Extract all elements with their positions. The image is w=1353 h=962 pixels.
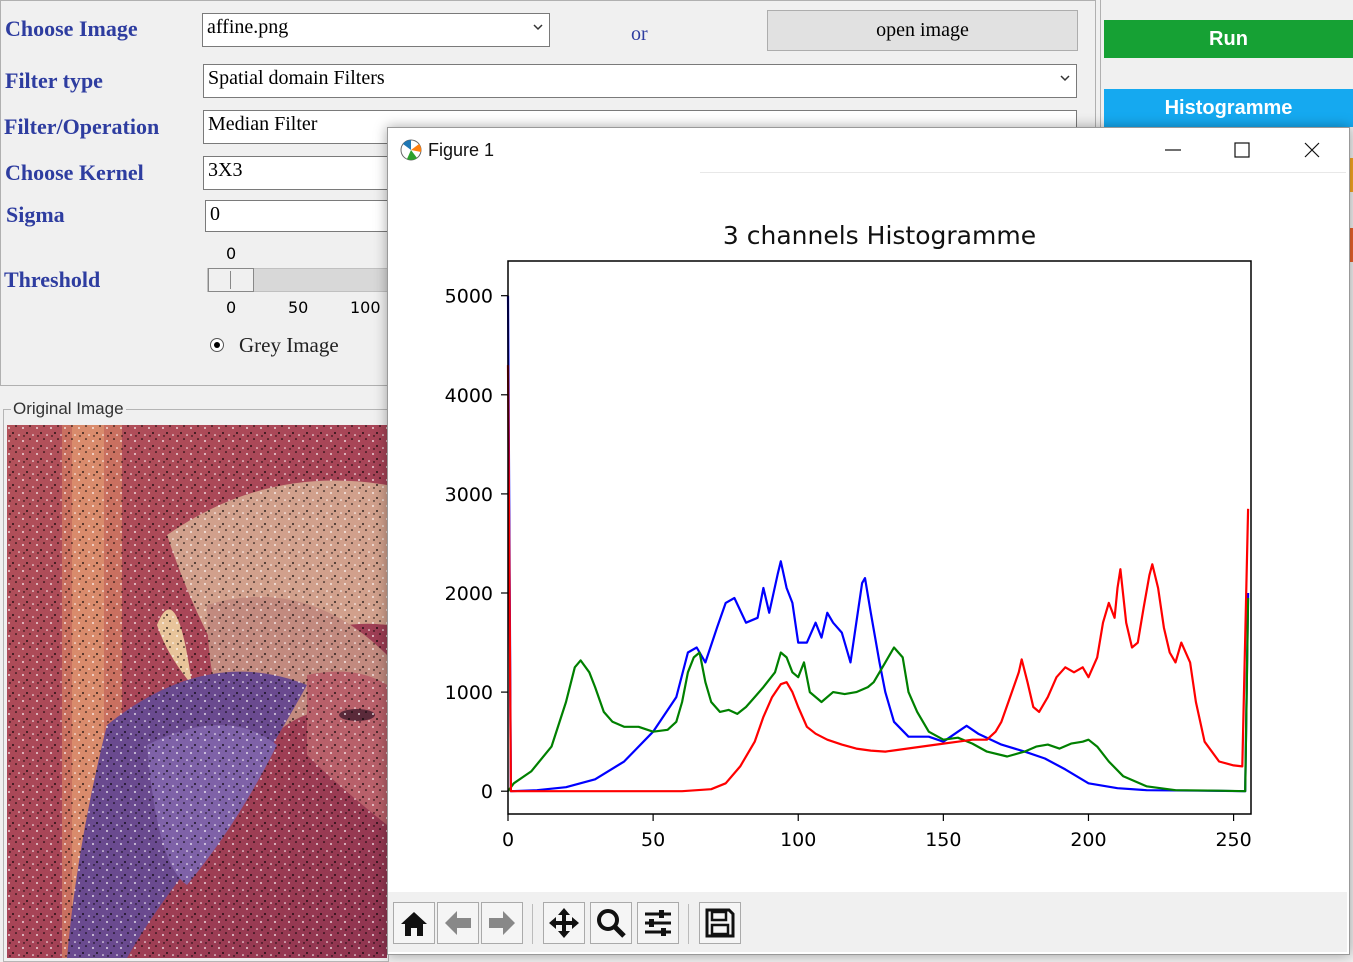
choose-image-value: affine.png (207, 16, 289, 38)
filter-type-value: Spatial domain Filters (208, 67, 385, 89)
original-image (7, 425, 387, 958)
original-image-group-label: Original Image (11, 399, 126, 419)
filter-operation-label: Filter/Operation (4, 114, 160, 139)
threshold-slider-handle[interactable] (208, 268, 254, 292)
series-line-0 (506, 295, 1250, 793)
grey-image-radio[interactable] (210, 338, 224, 352)
title-separator (700, 172, 1346, 173)
home-button[interactable] (393, 902, 435, 944)
pan-button[interactable] (543, 902, 585, 944)
filter-type-label: Filter type (5, 68, 103, 93)
histogram-chart[interactable]: 0 50 100 150 200 250 0 1000 2000 3000 4000 5000 (420, 250, 1330, 870)
x-tick-label-1: 50 (641, 829, 665, 851)
threshold-tick-100: 100 (350, 298, 381, 317)
maximize-icon[interactable] (1230, 138, 1254, 162)
home-icon (401, 912, 427, 936)
series-line-2 (506, 365, 1250, 793)
figure-window-title: Figure 1 (428, 140, 495, 160)
zoom-icon (597, 909, 626, 938)
close-icon[interactable] (1300, 138, 1324, 162)
threshold-label: Threshold (4, 267, 101, 292)
forward-button[interactable] (481, 902, 523, 944)
filter-operation-value: Median Filter (208, 113, 318, 135)
chevron-down-icon[interactable] (1060, 73, 1070, 83)
toolbar-separator (532, 904, 533, 944)
series-line-1 (507, 597, 1250, 793)
save-icon (705, 908, 735, 938)
back-button[interactable] (437, 902, 479, 944)
toolbar-separator (688, 904, 689, 944)
matplotlib-icon (400, 139, 422, 161)
choose-image-combobox[interactable]: affine.png (202, 13, 550, 47)
figure-window (387, 127, 1350, 955)
plot-frame (507, 260, 1252, 815)
y-tick-label-2: 2000 (445, 583, 493, 605)
choose-kernel-label: Choose Kernel (5, 160, 144, 185)
y-tick-label-4: 4000 (445, 385, 493, 407)
or-label: or (631, 23, 648, 45)
forward-arrow-icon (489, 911, 515, 935)
choose-image-label: Choose Image (5, 16, 138, 41)
x-tick-label-4: 200 (1070, 829, 1106, 851)
open-image-button[interactable]: open image (767, 10, 1078, 51)
y-tick-label-3: 3000 (445, 484, 493, 506)
kernel-value: 3X3 (208, 159, 243, 181)
pan-icon (549, 908, 579, 938)
threshold-current-value: 0 (226, 244, 237, 263)
threshold-tick-0: 0 (226, 298, 237, 317)
filter-type-combobox[interactable]: Spatial domain Filters (203, 64, 1077, 98)
zoom-button[interactable] (590, 902, 632, 944)
y-tick-label-5: 5000 (445, 286, 493, 308)
sigma-value: 0 (210, 203, 220, 225)
x-tick-label-5: 250 (1215, 829, 1251, 851)
chevron-down-icon[interactable] (533, 22, 543, 32)
y-tick-label-0: 0 (481, 781, 493, 803)
x-tick-label-2: 100 (780, 829, 816, 851)
x-tick-label-3: 150 (925, 829, 961, 851)
configure-icon (645, 910, 671, 936)
save-button[interactable] (699, 902, 741, 944)
sigma-label: Sigma (6, 202, 65, 227)
minimize-icon[interactable] (1160, 140, 1186, 160)
threshold-tick-50: 50 (288, 298, 309, 317)
y-tick-label-1: 1000 (445, 682, 493, 704)
back-arrow-icon (445, 911, 471, 935)
run-button[interactable]: Run (1104, 20, 1353, 58)
x-tick-label-0: 0 (502, 829, 514, 851)
grey-image-label: Grey Image (239, 333, 339, 357)
configure-button[interactable] (637, 902, 679, 944)
chart-title: 3 channels Histogramme (722, 221, 1037, 250)
histogram-button[interactable]: Histogramme (1104, 89, 1353, 127)
